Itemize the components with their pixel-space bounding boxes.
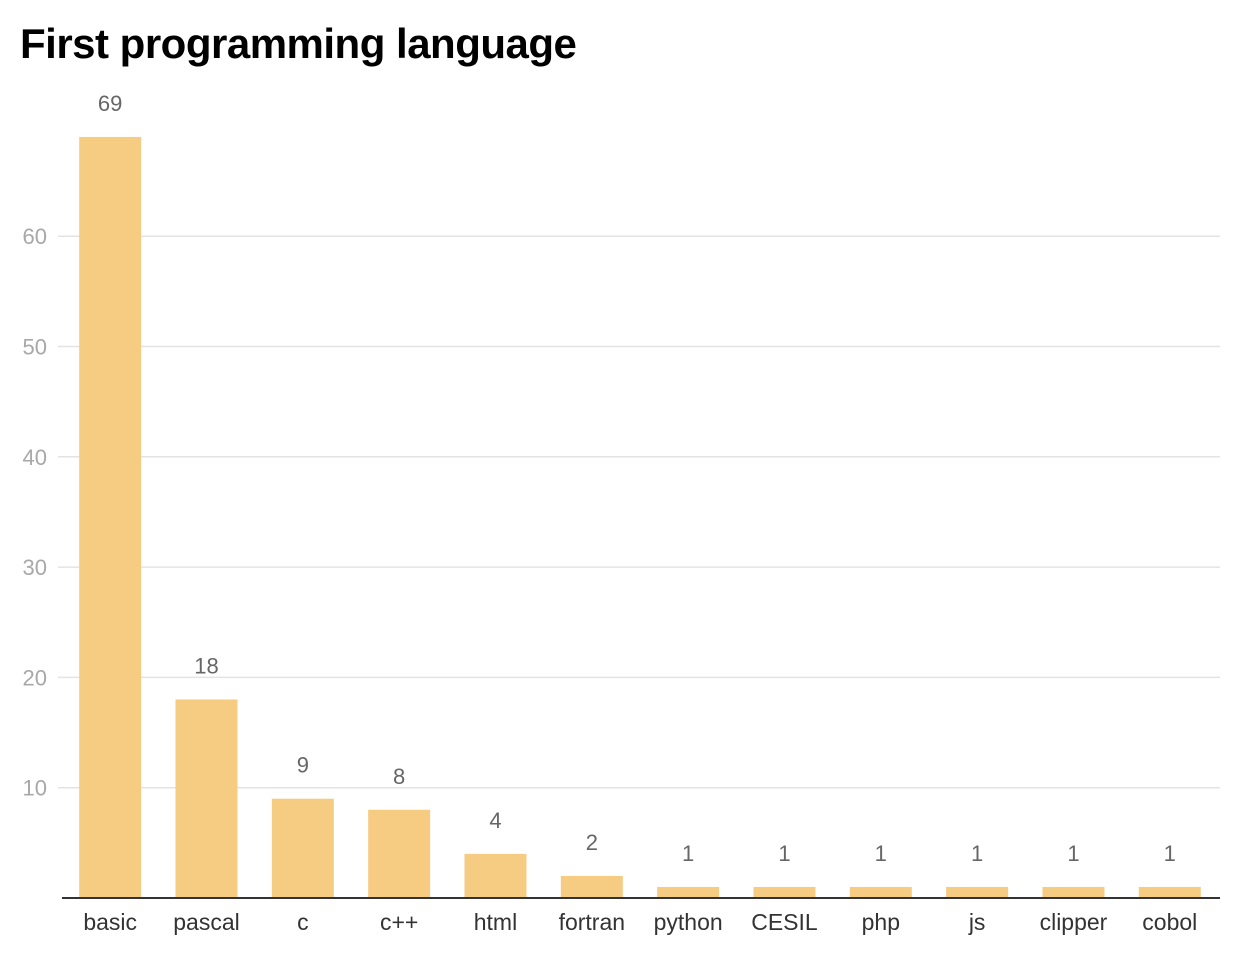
x-axis-ticks: basic pascal c c++ html fortran python CESIL php…	[83, 909, 1197, 935]
bar-cobol	[1138, 886, 1201, 898]
x-tick-label: python	[654, 909, 723, 935]
data-label: 1	[875, 841, 887, 866]
y-tick-label: 10	[23, 776, 47, 801]
bar-php	[849, 886, 912, 898]
data-label: 8	[393, 764, 405, 789]
data-label: 69	[98, 91, 122, 116]
x-tick-label: html	[474, 909, 517, 935]
y-tick-label: 60	[23, 224, 47, 249]
data-label: 1	[778, 841, 790, 866]
bar-basic	[79, 136, 142, 898]
data-labels: 69 18 9 8 4 2 1 1 1 1 1 1	[98, 91, 1176, 866]
bars	[79, 136, 1201, 898]
x-tick-label: cobol	[1142, 909, 1197, 935]
y-tick-label: 30	[23, 555, 47, 580]
data-label: 9	[297, 753, 309, 778]
data-label: 1	[682, 841, 694, 866]
x-tick-label: fortran	[559, 909, 625, 935]
bar-js	[946, 886, 1009, 898]
bar-pascal	[175, 699, 238, 898]
bar-CESIL	[753, 886, 816, 898]
x-tick-label: c++	[380, 909, 418, 935]
data-label: 1	[1067, 841, 1079, 866]
bar-html	[464, 853, 527, 898]
x-tick-label: pascal	[173, 909, 239, 935]
data-label: 2	[586, 830, 598, 855]
bar-clipper	[1042, 886, 1105, 898]
bar-python	[657, 886, 720, 898]
data-label: 18	[194, 653, 218, 678]
x-tick-label: php	[862, 909, 900, 935]
x-tick-label: CESIL	[751, 909, 818, 935]
y-axis-ticks: 10 20 30 40 50 60	[23, 224, 47, 801]
x-tick-label: js	[968, 909, 986, 935]
data-label: 1	[971, 841, 983, 866]
data-label: 1	[1164, 841, 1176, 866]
chart-title: First programming language	[20, 20, 577, 67]
bar-c++	[368, 809, 431, 898]
data-label: 4	[489, 808, 501, 833]
grid-lines	[58, 235, 1220, 789]
y-tick-label: 40	[23, 445, 47, 470]
x-tick-label: basic	[83, 909, 137, 935]
x-tick-label: c	[297, 909, 309, 935]
y-tick-label: 50	[23, 335, 47, 360]
y-tick-label: 20	[23, 665, 47, 690]
bar-c	[271, 798, 334, 898]
bar-fortran	[560, 875, 623, 898]
x-tick-label: clipper	[1040, 909, 1108, 935]
